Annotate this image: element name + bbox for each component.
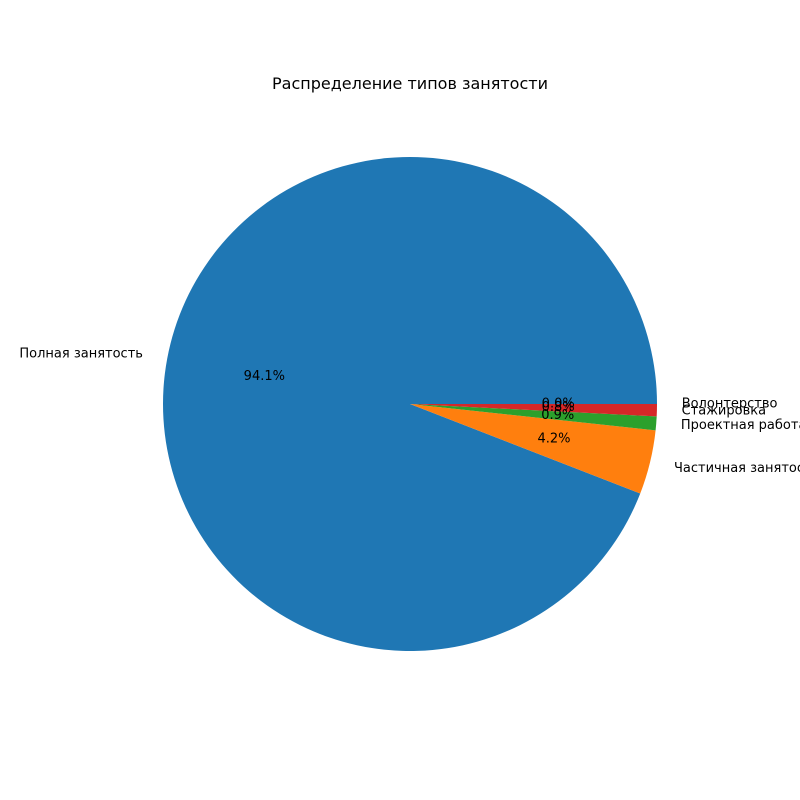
percent-labels: 94.1% 4.2% 0.9%0.8%0.0% [244, 369, 575, 446]
slice-labels: Полная занятость Частичная занятость Проек… [19, 346, 800, 475]
chart-title: Распределение типов занятости [272, 74, 548, 93]
slice-2-percent-label: 4.2% [537, 432, 570, 447]
slice-3-label: Проектная работа [681, 418, 800, 433]
slice-1-percent-label: 94.1% [244, 369, 285, 384]
pie-slices [163, 157, 657, 652]
slice-5-label: Волонтерство [682, 397, 778, 412]
slice-1 [163, 157, 657, 652]
slice-4 [410, 404, 657, 417]
slice-2 [410, 404, 656, 494]
slice-3 [410, 404, 657, 431]
slice-5-percent-label: 0.0% [542, 397, 575, 412]
slice-4-percent-label: 0.8% [542, 400, 575, 415]
slice-3-percent-label: 0.9% [541, 408, 574, 423]
slice-2-label: Частичная занятость [674, 461, 800, 476]
slice-4-label: Стажировка [682, 403, 766, 418]
slice-1-label: Полная занятость [19, 346, 143, 361]
